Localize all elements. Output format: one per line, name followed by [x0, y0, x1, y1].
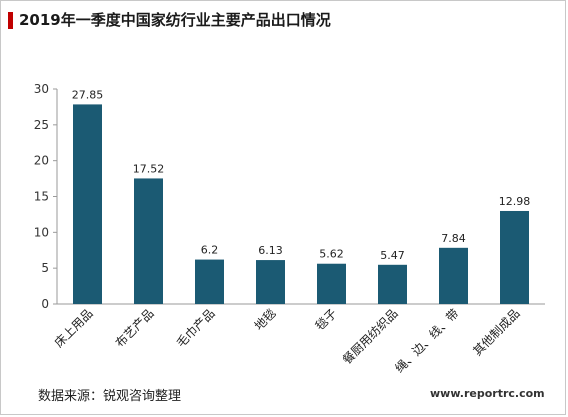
category-label: 餐厨用纺织品 — [339, 306, 401, 368]
y-tick-label: 30 — [34, 82, 49, 96]
y-tick-label: 20 — [34, 154, 49, 168]
y-tick-label: 0 — [41, 297, 49, 311]
data-label: 17.52 — [133, 162, 165, 175]
source-note: 数据来源：锐观咨询整理 — [38, 389, 182, 404]
data-label: 6.2 — [201, 244, 219, 257]
data-label: 7.84 — [441, 232, 466, 245]
chart-title: 2019年一季度中国家纺行业主要产品出口情况 — [19, 11, 331, 29]
category-label: 其他制成品 — [470, 306, 522, 358]
category-label: 床上用品 — [52, 306, 96, 350]
bar — [317, 263, 346, 304]
category-label: 毯子 — [313, 306, 340, 333]
bar — [378, 264, 407, 304]
bar — [73, 104, 102, 305]
y-tick-label: 10 — [34, 225, 49, 239]
title-accent-bar — [8, 12, 13, 29]
website-label: www.reportrc.com — [430, 387, 545, 400]
category-label: 地毯 — [252, 306, 279, 333]
data-label: 27.85 — [72, 88, 104, 101]
y-tick-label: 5 — [41, 261, 49, 275]
data-label: 5.47 — [380, 249, 405, 262]
category-label: 绳、边、线、带 — [392, 306, 461, 375]
bar — [195, 259, 224, 304]
data-label: 5.62 — [319, 248, 344, 261]
bar — [500, 210, 529, 304]
bar — [256, 260, 285, 304]
bar — [439, 247, 468, 304]
bar — [134, 178, 163, 304]
data-label: 12.98 — [499, 195, 531, 208]
y-tick-label: 15 — [34, 190, 49, 204]
y-tick-label: 25 — [34, 118, 49, 132]
category-label: 毛巾产品 — [174, 306, 218, 350]
data-label: 6.13 — [258, 244, 283, 257]
category-label: 布艺产品 — [113, 306, 157, 350]
